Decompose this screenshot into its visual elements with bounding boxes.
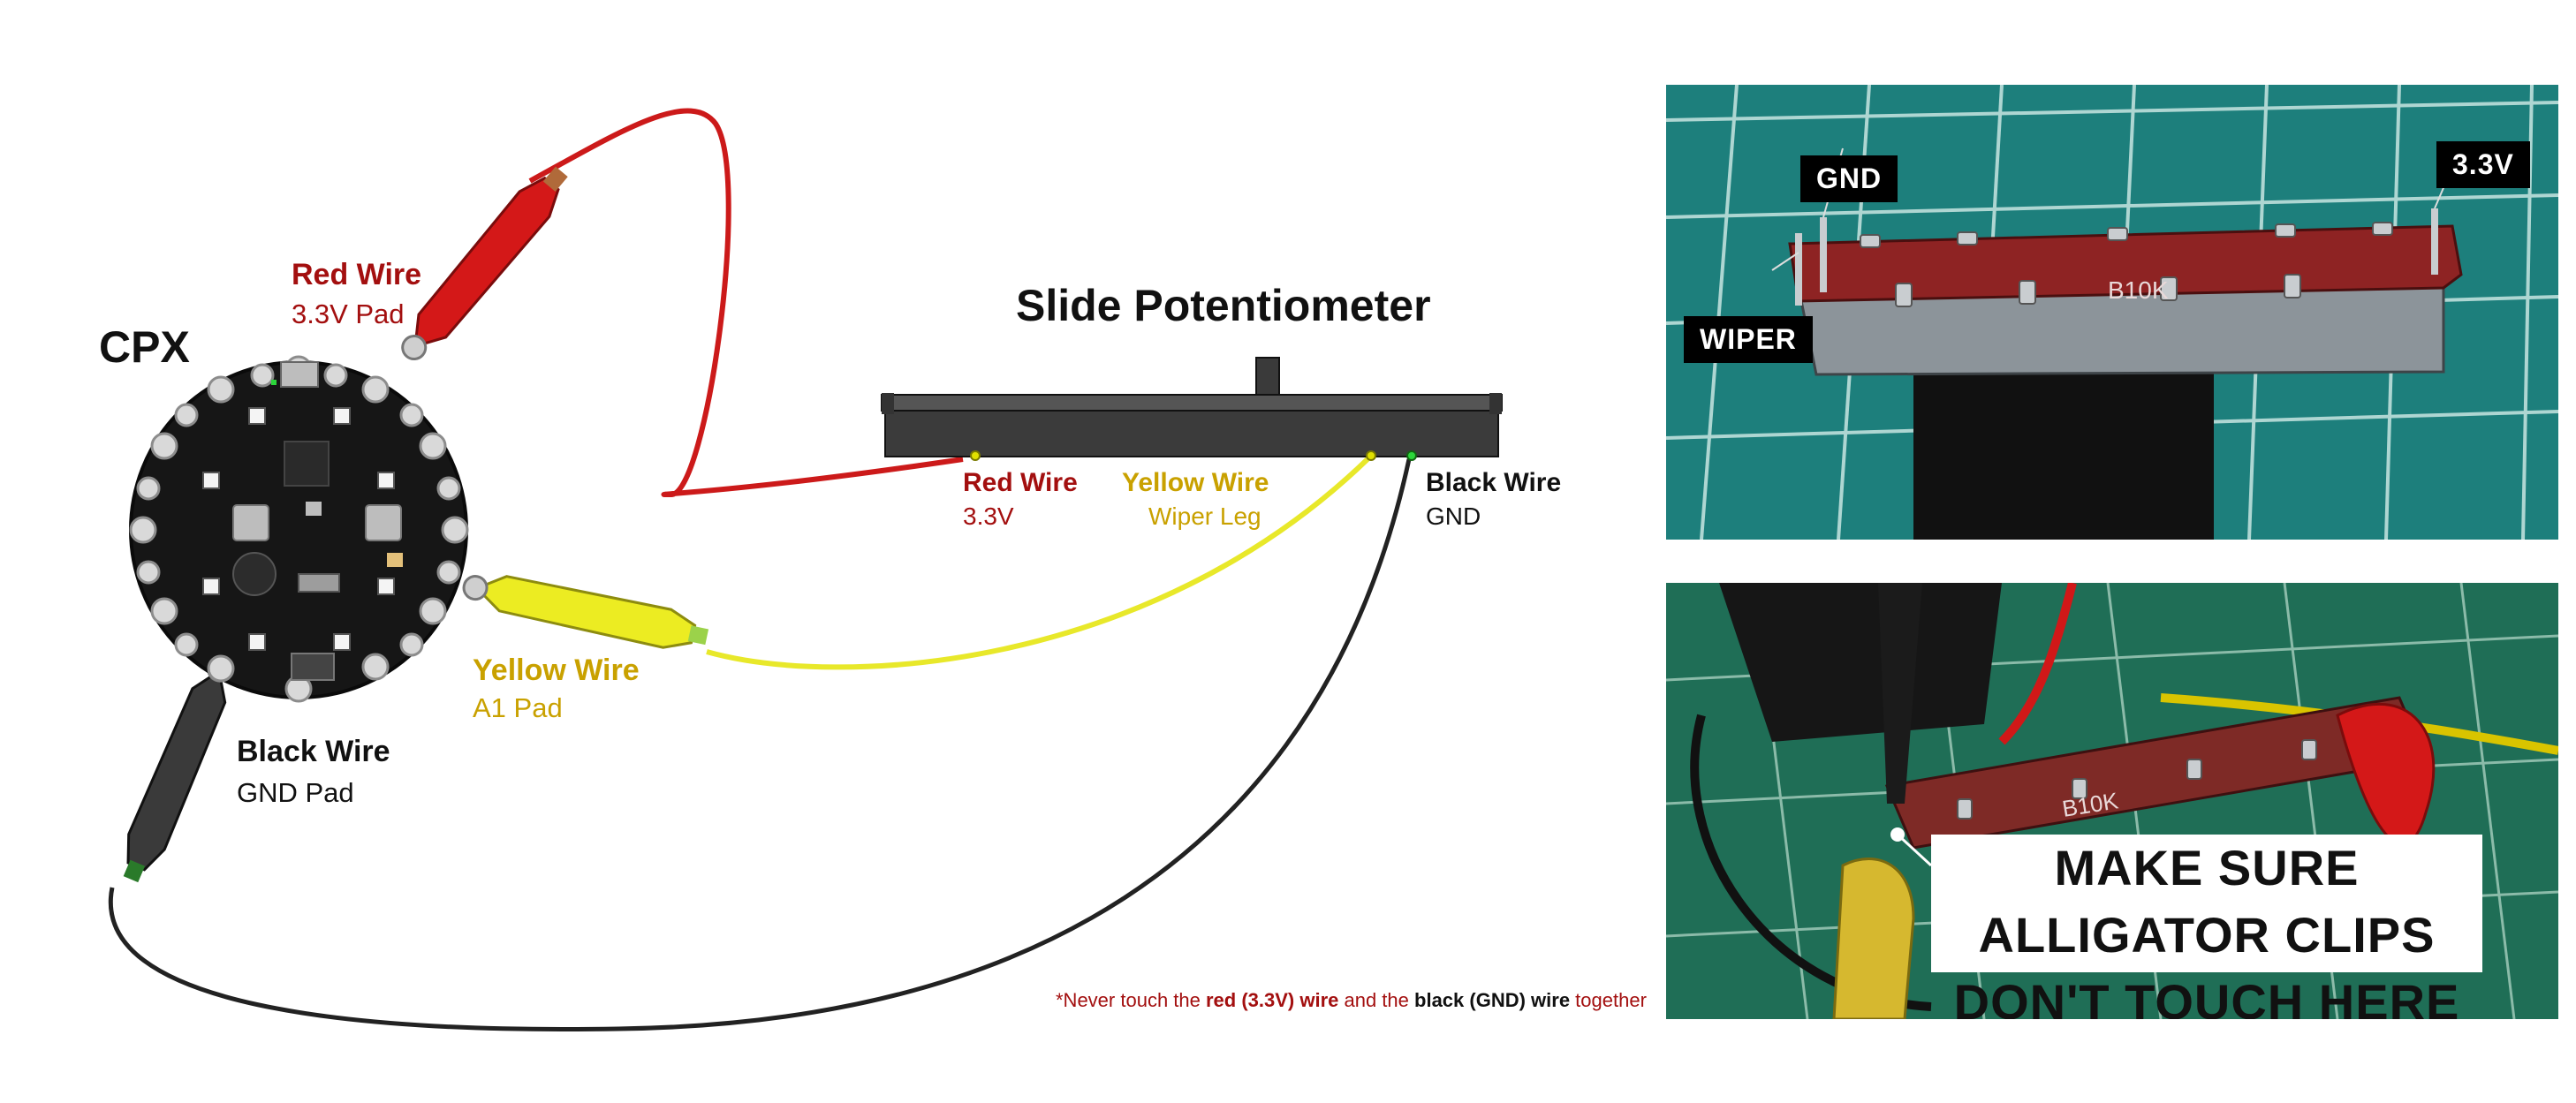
black-wire-board-pad: GND Pad <box>237 777 354 808</box>
pot-pin-wiper <box>1366 450 1376 461</box>
red-wire-board-label: Red Wire <box>292 258 421 291</box>
power-led <box>271 380 277 385</box>
red-wire <box>528 108 964 498</box>
microcontroller-chip <box>284 441 330 487</box>
photo-top-drawing: B10K <box>1666 85 2558 540</box>
board-neopixels <box>202 407 395 651</box>
slide-switch <box>298 573 340 593</box>
button-b <box>365 504 402 541</box>
yellow-alligator-clip <box>462 575 709 649</box>
button-a <box>232 504 269 541</box>
tag-33v: 3.3V <box>2436 141 2530 188</box>
cpx-label: CPX <box>99 322 190 372</box>
pot-pin-gnd <box>1406 450 1417 461</box>
usb-connector <box>280 361 319 388</box>
yellow-wire-pot-label: Yellow Wire <box>1122 468 1269 497</box>
black-wire-board-label: Black Wire <box>237 735 390 768</box>
red-wire-pot-label: Red Wire <box>963 468 1078 497</box>
safety-warning: *Never touch the red (3.3V) wire and the… <box>1056 989 1647 1011</box>
black-wire-pot-label: Black Wire <box>1426 468 1561 497</box>
black-wire <box>108 458 1412 1032</box>
red-alligator-clip <box>401 166 568 361</box>
black-alligator-clip <box>123 656 233 883</box>
slide-potentiometer <box>881 357 1503 461</box>
light-sensor <box>387 553 403 567</box>
cpx-board <box>129 355 469 703</box>
callout-line-1: MAKE SURE ALLIGATOR CLIPS <box>1978 840 2436 963</box>
red-wire-board-pad: 3.3V Pad <box>292 298 405 329</box>
photo-yellow-clip <box>1832 857 1915 1019</box>
photo-red-clip <box>2336 702 2436 846</box>
pot-pin-33v <box>970 450 981 461</box>
tag-wiper: WIPER <box>1684 316 1813 363</box>
photo-red-wire <box>1998 583 2077 745</box>
battery-connector <box>291 653 335 681</box>
black-wire-pot-pin: GND <box>1426 502 1481 530</box>
yellow-wire-board-label: Yellow Wire <box>473 653 640 687</box>
photo-black-clip <box>1878 583 1922 804</box>
red-wire-pot-pin: 3.3V <box>963 502 1014 530</box>
speaker <box>232 552 277 596</box>
pot-stand <box>1913 350 2214 540</box>
photo-potentiometer-pins: B10K GND 3.3V WIPER <box>1666 85 2558 540</box>
callout-line-2: DON'T TOUCH HERE <box>1953 974 2460 1019</box>
tag-gnd: GND <box>1800 155 1898 202</box>
photo-top-marking: B10K <box>2108 276 2169 304</box>
yellow-wire-pot-pin: Wiper Leg <box>1148 502 1261 530</box>
board-pads <box>129 355 469 703</box>
yellow-wire <box>706 457 1370 670</box>
callout-box: MAKE SURE ALLIGATOR CLIPS DON'T TOUCH HE… <box>1931 835 2482 1019</box>
reset-button <box>306 502 322 516</box>
photo-board-edge <box>1719 583 2002 742</box>
yellow-wire-board-pad: A1 Pad <box>473 692 563 723</box>
diagram-title: Slide Potentiometer <box>1016 281 1431 330</box>
photo-clips-connected: B10K MAKE SURE ALLIGATOR CLIPS DON'T TOU… <box>1666 583 2558 1019</box>
